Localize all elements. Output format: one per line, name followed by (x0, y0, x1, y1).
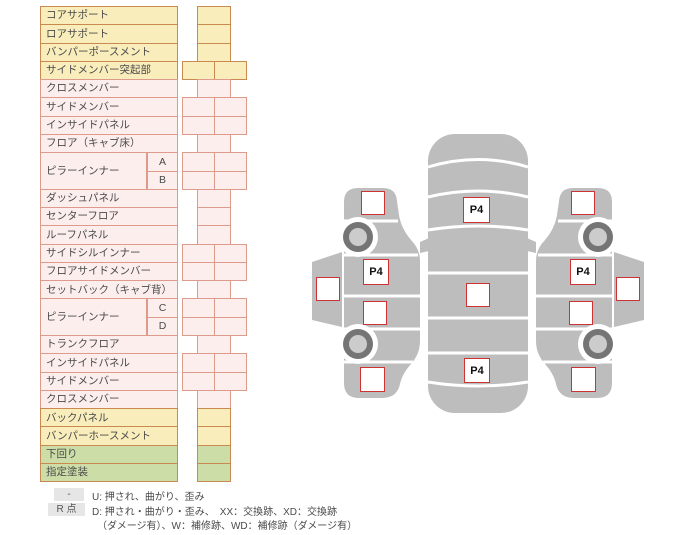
part-label: ダッシュパネル (40, 188, 178, 209)
part-sub-label: D (147, 316, 178, 337)
photo-point-marker[interactable]: P4 (363, 259, 389, 285)
part-label: 下回り (40, 444, 178, 464)
legend-key-u: - (54, 488, 84, 501)
part-label: センターフロア (40, 207, 178, 227)
damage-cell (197, 207, 231, 227)
damage-cell (214, 60, 247, 81)
damage-cell (197, 444, 231, 464)
part-label: フロア（キャブ床） (40, 133, 178, 154)
damage-cell (182, 243, 215, 263)
part-label: サイドシルインナー (40, 243, 178, 263)
part-label: フロアサイドメンバー (40, 261, 178, 282)
damage-cell (197, 133, 231, 154)
damage-cell (197, 188, 231, 209)
damage-cell (182, 371, 215, 391)
damage-cell (182, 170, 215, 190)
damage-cell (214, 97, 247, 117)
part-label: コアサポート (40, 6, 178, 26)
damage-point-marker (316, 277, 340, 301)
part-label: クロスメンバー (40, 79, 178, 99)
legend-text-u: U: 押され、曲がり、歪み (92, 492, 205, 503)
car-top-view (420, 134, 536, 413)
part-sub-label: B (147, 170, 178, 190)
part-label: サイドメンバー (40, 97, 178, 117)
damage-point-marker (360, 367, 385, 392)
damage-cell (214, 371, 247, 391)
part-label: ルーフパネル (40, 225, 178, 245)
part-label: ピラーインナー (40, 298, 147, 337)
part-label: 指定塗装 (40, 463, 178, 483)
part-label: バンパーホースメント (40, 426, 178, 446)
damage-cell (214, 298, 247, 318)
damage-cell (197, 24, 231, 44)
part-label: ピラーインナー (40, 152, 147, 190)
damage-cell (214, 152, 247, 172)
damage-cell (182, 298, 215, 318)
part-label: サイドメンバー突起部 (40, 60, 178, 81)
side-mirror-left-icon (420, 238, 429, 253)
part-label: ロアサポート (40, 24, 178, 44)
damage-cell (214, 243, 247, 263)
part-label: クロスメンバー (40, 389, 178, 410)
part-label: セットバック（キャブ背） (40, 280, 178, 300)
parts-table: コアサポート ロアサポート バンパーポースメント サイドメンバー突起部 クロスメンバーサ… (40, 6, 255, 484)
damage-cell (182, 316, 215, 337)
damage-cell (182, 353, 215, 373)
side-mirror-right-icon (527, 238, 536, 253)
damage-cell (197, 335, 231, 355)
damage-cell (214, 115, 247, 135)
damage-cell (197, 463, 231, 483)
photo-point-marker[interactable]: P4 (570, 259, 596, 285)
damage-point-marker (569, 301, 593, 325)
damage-cell (197, 408, 231, 428)
damage-cell (197, 79, 231, 99)
damage-point-marker (361, 191, 385, 215)
part-label: インサイドパネル (40, 353, 178, 373)
damage-point-marker (571, 191, 595, 215)
damage-cell (182, 115, 215, 135)
damage-point-marker (616, 277, 640, 301)
part-label: バンパーポースメント (40, 42, 178, 62)
damage-cell (197, 42, 231, 62)
damage-cell (197, 426, 231, 446)
damage-cell (197, 225, 231, 245)
damage-cell (182, 261, 215, 282)
damage-point-marker (466, 283, 490, 307)
part-sub-label: A (147, 152, 178, 172)
damage-cell (197, 6, 231, 26)
damage-cell (182, 60, 215, 81)
part-label: バックパネル (40, 408, 178, 428)
damage-point-marker (571, 367, 596, 392)
damage-cell (182, 152, 215, 172)
damage-cell (214, 353, 247, 373)
damage-cell (197, 389, 231, 410)
photo-point-marker[interactable]: P4 (463, 197, 490, 223)
legend-text-r-line1: D: 押され・曲がり・歪み、 XX：交換跡、XD：交換跡 (92, 507, 338, 518)
damage-point-marker (363, 301, 387, 325)
legend-key-r: R 点 (48, 503, 85, 516)
part-sub-label: C (147, 298, 178, 318)
part-label: インサイドパネル (40, 115, 178, 135)
damage-cell (197, 280, 231, 300)
damage-cell (214, 316, 247, 337)
legend-text-r-line2: （ダメージ有）、W：補修跡、WD：補修跡（ダメージ有） (97, 521, 358, 532)
part-label: トランクフロア (40, 335, 178, 355)
damage-cell (214, 170, 247, 190)
photo-point-marker[interactable]: P4 (464, 358, 490, 383)
damage-cell (214, 261, 247, 282)
damage-cell (182, 97, 215, 117)
part-label: サイドメンバー (40, 371, 178, 391)
